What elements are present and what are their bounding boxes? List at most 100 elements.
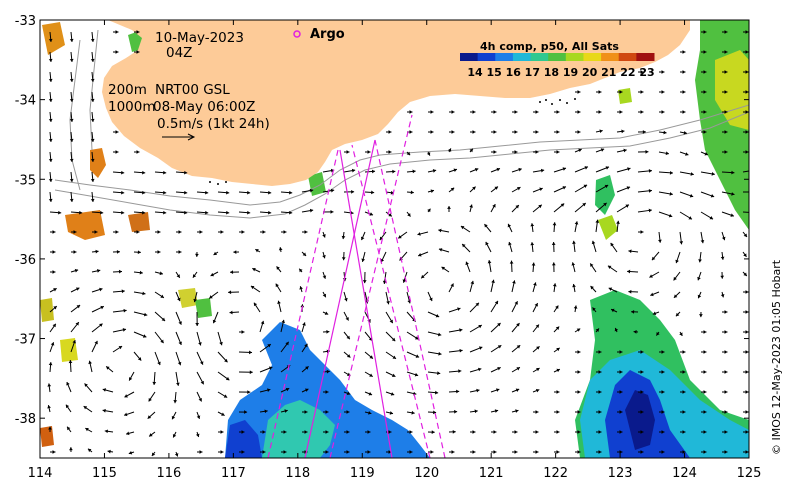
current-vector-arrow bbox=[491, 430, 497, 434]
current-vector-arrow bbox=[637, 149, 649, 154]
current-vector-arrow bbox=[280, 387, 290, 393]
current-vector-arrow bbox=[722, 450, 728, 454]
current-vector-arrow bbox=[406, 410, 415, 415]
current-vector-arrow bbox=[743, 50, 749, 54]
colorbar-segment bbox=[636, 53, 655, 61]
current-vector-arrow bbox=[50, 230, 56, 234]
current-vector-arrow bbox=[595, 219, 600, 233]
depth-200-label: 200m bbox=[108, 82, 147, 98]
current-vector-arrow bbox=[448, 348, 463, 353]
current-vector-arrow bbox=[553, 167, 567, 173]
current-vector-arrow bbox=[508, 241, 513, 253]
current-vector-arrow bbox=[90, 51, 95, 63]
current-vector-arrow bbox=[213, 251, 219, 256]
current-vector-arrow bbox=[574, 328, 581, 333]
current-vector-arrow bbox=[722, 430, 728, 434]
current-vector-arrow bbox=[112, 269, 123, 274]
current-vector-arrow bbox=[721, 191, 735, 196]
current-vector-arrow bbox=[323, 390, 329, 394]
current-vector-arrow bbox=[133, 210, 146, 215]
current-vector-arrow bbox=[533, 150, 539, 154]
current-vector-arrow bbox=[701, 410, 707, 414]
sst-patch-yellowgreen-coast bbox=[618, 88, 632, 104]
current-vector-arrow bbox=[698, 251, 702, 263]
current-vector-arrow bbox=[361, 251, 366, 262]
current-vector-arrow bbox=[196, 411, 201, 420]
colorbar-segment bbox=[495, 53, 514, 61]
current-vector-arrow bbox=[70, 339, 76, 353]
current-vector-arrow bbox=[633, 330, 639, 334]
current-vector-arrow bbox=[217, 210, 230, 215]
current-vector-arrow bbox=[721, 211, 735, 217]
current-vector-arrow bbox=[627, 269, 639, 274]
current-vector-arrow bbox=[70, 210, 83, 215]
current-vector-arrow bbox=[239, 430, 245, 434]
current-vector-arrow bbox=[511, 322, 520, 333]
current-vector-arrow bbox=[679, 331, 683, 337]
satellite-tracks bbox=[267, 114, 446, 458]
current-vector-arrow bbox=[700, 231, 705, 244]
current-vector-arrow bbox=[259, 409, 268, 414]
current-vector-arrow bbox=[47, 405, 51, 413]
current-vector-arrow bbox=[427, 331, 442, 337]
current-vector-arrow bbox=[659, 70, 665, 74]
current-vector-arrow bbox=[554, 450, 560, 454]
current-vector-arrow bbox=[680, 390, 686, 394]
current-vector-arrow bbox=[386, 130, 392, 134]
current-vector-arrow bbox=[195, 311, 200, 326]
current-vector-arrow bbox=[680, 370, 686, 374]
current-vector-arrow bbox=[701, 350, 707, 354]
current-vector-arrow bbox=[341, 251, 346, 261]
current-vector-arrow bbox=[743, 370, 749, 374]
current-vector-arrow bbox=[259, 388, 271, 393]
current-vector-arrow bbox=[469, 204, 473, 213]
current-vector-arrow bbox=[364, 411, 372, 415]
current-vector-arrow bbox=[607, 265, 618, 273]
current-vector-arrow bbox=[530, 242, 535, 253]
current-vector-arrow bbox=[448, 409, 458, 414]
colorbar-segment bbox=[601, 53, 620, 61]
lon-tick-label: 120 bbox=[414, 466, 439, 481]
current-vector-arrow bbox=[533, 130, 539, 134]
colorbar-segment bbox=[618, 53, 637, 61]
current-vector-arrow bbox=[701, 70, 707, 74]
current-vector-arrow bbox=[511, 344, 521, 353]
current-vector-arrow bbox=[49, 342, 55, 353]
current-vector-arrow bbox=[743, 350, 749, 354]
current-vector-arrow bbox=[344, 450, 350, 454]
current-vector-arrow bbox=[91, 287, 103, 293]
current-vector-arrow bbox=[112, 210, 125, 215]
current-vector-arrow bbox=[638, 90, 644, 94]
current-vector-arrow bbox=[84, 383, 93, 393]
current-vector-arrow bbox=[427, 311, 440, 318]
colorbar-tick-label: 14 bbox=[467, 66, 483, 79]
current-vector-arrow bbox=[196, 210, 209, 215]
current-vector-arrow bbox=[192, 271, 198, 278]
lat-tick-label: -36 bbox=[15, 253, 36, 268]
current-vector-arrow bbox=[123, 411, 135, 417]
current-vector-arrow bbox=[252, 267, 261, 273]
current-vector-arrow bbox=[490, 322, 501, 333]
current-vector-arrow bbox=[595, 202, 607, 213]
current-vector-arrow bbox=[491, 110, 497, 114]
current-vector-arrow bbox=[679, 211, 693, 220]
current-vector-arrow bbox=[260, 450, 266, 454]
current-vector-arrow bbox=[616, 129, 625, 134]
current-vector-arrow bbox=[196, 190, 209, 195]
colorbar-tick-label: 20 bbox=[582, 66, 598, 79]
current-vector-arrow bbox=[511, 186, 521, 193]
current-vector-arrow bbox=[385, 169, 396, 174]
current-vector-arrow bbox=[322, 291, 327, 298]
current-vector-arrow bbox=[364, 391, 373, 396]
current-vector-arrow bbox=[596, 410, 602, 414]
current-vector-arrow bbox=[551, 262, 556, 273]
current-vector-arrow bbox=[133, 311, 148, 317]
current-vector-arrow bbox=[406, 190, 414, 195]
current-vector-arrow bbox=[154, 170, 167, 175]
current-vector-arrow bbox=[69, 447, 73, 453]
current-vector-arrow bbox=[490, 203, 496, 213]
current-vector-arrow bbox=[596, 350, 602, 354]
sea-surface-temperature-layer bbox=[40, 20, 749, 458]
current-vector-arrow bbox=[70, 287, 80, 293]
current-vector-arrow bbox=[720, 291, 725, 298]
